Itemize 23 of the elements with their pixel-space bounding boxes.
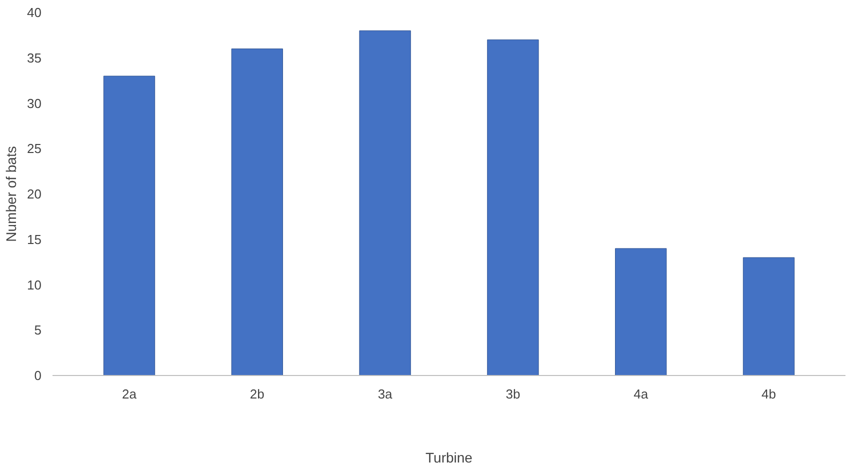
x-tick-label: 3a (378, 386, 394, 402)
x-tick-label: 2a (122, 386, 138, 402)
y-tick-label: 0 (34, 368, 42, 383)
y-tick-label: 35 (27, 50, 42, 66)
bar (742, 257, 795, 376)
bar (359, 30, 411, 376)
x-tick-label: 4b (762, 386, 776, 402)
x-tick-label: 3b (506, 386, 520, 402)
bar (615, 248, 667, 376)
bar (487, 39, 539, 376)
y-tick-label: 10 (27, 277, 42, 292)
x-tick-label: 4a (634, 386, 649, 402)
bar (231, 48, 283, 376)
y-tick-label: 30 (27, 96, 42, 111)
x-tick-label: 2b (250, 386, 264, 402)
y-tick-label: 25 (27, 141, 42, 156)
bar (103, 76, 156, 376)
y-tick-label: 5 (34, 322, 42, 338)
y-tick-label: 20 (27, 186, 42, 202)
x-axis-title: Turbine (426, 450, 473, 466)
y-tick-label: 40 (27, 5, 42, 20)
y-tick-label: 15 (27, 232, 42, 247)
y-axis-title: Number of bats (3, 146, 20, 242)
